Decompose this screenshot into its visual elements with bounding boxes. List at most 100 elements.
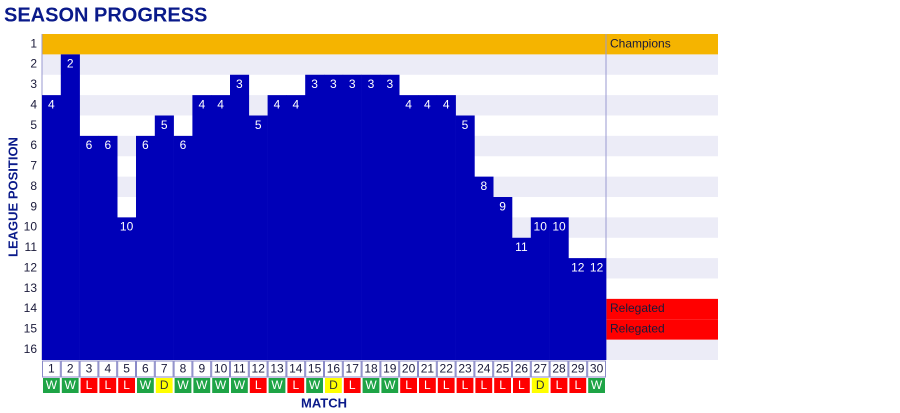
match-cell bbox=[154, 360, 174, 378]
result-label: W bbox=[365, 378, 377, 392]
result-label: W bbox=[384, 378, 396, 392]
zone-label: Relegated bbox=[610, 301, 665, 315]
match-cell bbox=[79, 360, 99, 378]
bar bbox=[286, 95, 306, 360]
bar bbox=[173, 135, 193, 360]
result-label: L bbox=[480, 378, 487, 392]
x-tick-label: 22 bbox=[440, 362, 454, 376]
match-cell bbox=[568, 360, 588, 378]
result-cell bbox=[306, 378, 323, 393]
bar bbox=[136, 135, 156, 360]
x-tick-label: 10 bbox=[214, 362, 228, 376]
y-tick-label: 9 bbox=[30, 199, 37, 213]
value-label: 4 bbox=[48, 97, 55, 111]
match-cell bbox=[173, 360, 193, 378]
result-label: W bbox=[234, 378, 246, 392]
result-cell bbox=[43, 378, 60, 393]
result-label: L bbox=[104, 378, 111, 392]
result-cell bbox=[531, 378, 549, 393]
result-cell bbox=[99, 378, 117, 393]
zone bbox=[42, 34, 718, 55]
match-cell bbox=[136, 360, 155, 378]
x-tick-label: 15 bbox=[308, 362, 322, 376]
result-cell bbox=[456, 378, 474, 393]
x-tick-label: 6 bbox=[142, 362, 149, 376]
bar bbox=[324, 74, 344, 360]
result-label: W bbox=[271, 378, 283, 392]
y-tick-label: 16 bbox=[24, 342, 38, 356]
result-cell bbox=[588, 378, 605, 393]
bar bbox=[530, 217, 550, 360]
value-label: 11 bbox=[515, 240, 528, 254]
value-label: 6 bbox=[86, 138, 93, 152]
match-cell bbox=[117, 360, 136, 378]
zone bbox=[606, 319, 718, 340]
match-cell bbox=[399, 360, 419, 378]
y-tick-label: 15 bbox=[24, 322, 38, 336]
match-cell bbox=[455, 360, 475, 378]
chart-title: SEASON PROGRESS bbox=[4, 4, 207, 26]
match-cell bbox=[324, 360, 343, 378]
result-cell bbox=[475, 378, 493, 393]
bar bbox=[79, 135, 99, 360]
result-label: W bbox=[65, 378, 77, 392]
match-cell bbox=[248, 360, 268, 378]
y-tick-label: 8 bbox=[30, 179, 37, 193]
match-cell bbox=[474, 360, 494, 378]
bar bbox=[342, 74, 362, 360]
bar bbox=[380, 74, 400, 360]
value-label: 9 bbox=[499, 199, 506, 213]
bar bbox=[549, 217, 569, 360]
match-cell bbox=[512, 360, 531, 378]
y-tick-label: 7 bbox=[30, 159, 37, 173]
result-label: W bbox=[196, 378, 208, 392]
value-label: 4 bbox=[274, 97, 281, 111]
result-cell bbox=[419, 378, 436, 393]
x-tick-label: 12 bbox=[252, 362, 266, 376]
y-tick-label: 3 bbox=[30, 77, 37, 91]
x-tick-label: 29 bbox=[571, 362, 585, 376]
x-tick-label: 13 bbox=[270, 362, 284, 376]
result-label: W bbox=[140, 378, 152, 392]
bar bbox=[436, 95, 456, 360]
result-label: L bbox=[86, 378, 93, 392]
match-cell bbox=[436, 360, 456, 378]
x-axis-label: MATCH bbox=[301, 395, 347, 410]
bar bbox=[98, 135, 118, 360]
match-cell bbox=[42, 360, 61, 378]
result-cell bbox=[268, 378, 286, 393]
result-cell bbox=[381, 378, 399, 393]
value-label: 10 bbox=[120, 220, 134, 234]
result-label: L bbox=[349, 378, 356, 392]
result-cell bbox=[118, 378, 135, 393]
result-cell bbox=[137, 378, 154, 393]
x-tick-label: 1 bbox=[48, 362, 55, 376]
result-cell bbox=[325, 378, 342, 393]
x-tick-label: 28 bbox=[552, 362, 566, 376]
result-label: W bbox=[177, 378, 189, 392]
y-tick-label: 5 bbox=[30, 118, 37, 132]
result-cell bbox=[231, 378, 248, 393]
bar bbox=[455, 115, 475, 360]
result-label: L bbox=[405, 378, 412, 392]
match-cell bbox=[530, 360, 550, 378]
bar bbox=[399, 95, 419, 360]
x-tick-label: 5 bbox=[123, 362, 130, 376]
value-label: 10 bbox=[552, 220, 566, 234]
result-label: L bbox=[424, 378, 431, 392]
value-label: 5 bbox=[255, 118, 262, 132]
x-tick-label: 11 bbox=[233, 362, 246, 376]
x-tick-label: 9 bbox=[198, 362, 205, 376]
match-cell bbox=[192, 360, 212, 378]
result-cell bbox=[400, 378, 417, 393]
result-label: W bbox=[309, 378, 321, 392]
x-tick-label: 23 bbox=[458, 362, 472, 376]
result-label: L bbox=[518, 378, 525, 392]
match-cell bbox=[98, 360, 118, 378]
result-label: L bbox=[499, 378, 506, 392]
value-label: 6 bbox=[142, 138, 149, 152]
x-tick-label: 25 bbox=[496, 362, 510, 376]
result-cell bbox=[343, 378, 361, 393]
bar bbox=[418, 95, 438, 360]
